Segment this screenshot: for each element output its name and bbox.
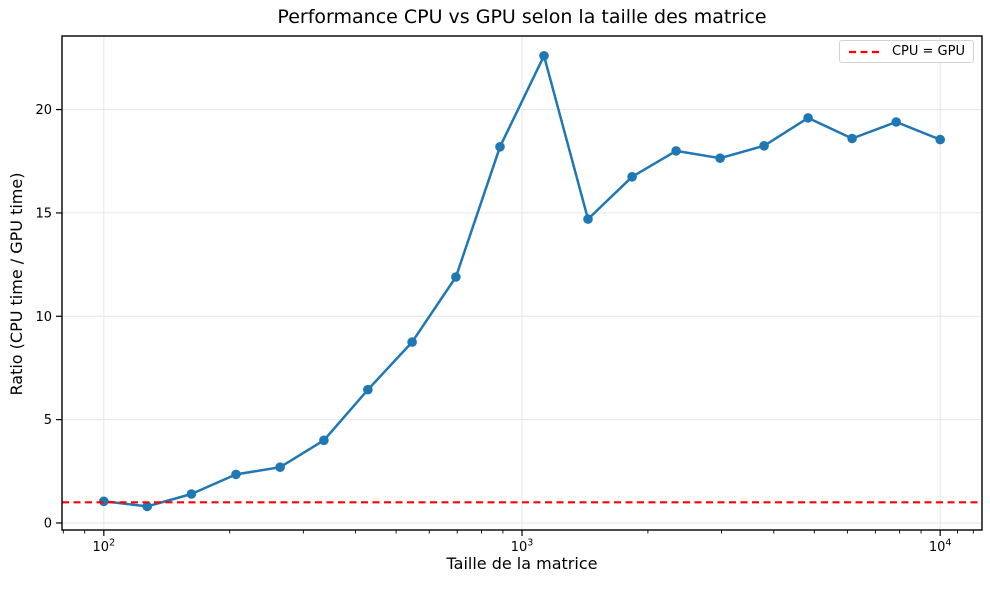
y-tick-label: 20 bbox=[35, 103, 52, 118]
data-point bbox=[891, 117, 901, 127]
data-point bbox=[627, 172, 637, 182]
data-point bbox=[495, 142, 505, 152]
legend-label: CPU = GPU bbox=[891, 44, 965, 59]
data-point bbox=[363, 384, 373, 395]
data-point bbox=[231, 469, 241, 480]
x-tick-label: 102 bbox=[93, 538, 116, 556]
data-point bbox=[319, 435, 329, 446]
data-point bbox=[715, 153, 725, 163]
data-point bbox=[275, 462, 285, 473]
data-point bbox=[935, 134, 945, 145]
x-tick-label: 104 bbox=[929, 538, 952, 556]
y-tick-label: 15 bbox=[35, 206, 52, 221]
data-point bbox=[847, 133, 857, 144]
y-tick-label: 5 bbox=[44, 413, 52, 428]
data-point bbox=[99, 496, 109, 507]
chart-title: Performance CPU vs GPU selon la taille d… bbox=[277, 6, 767, 28]
data-point bbox=[186, 489, 197, 499]
legend: CPU = GPU bbox=[838, 40, 974, 63]
data-point bbox=[142, 501, 152, 512]
data-line bbox=[102, 54, 942, 508]
y-tick-label: 10 bbox=[35, 310, 52, 325]
data-point bbox=[583, 214, 593, 224]
y-tick-label: 0 bbox=[44, 516, 52, 531]
data-point bbox=[539, 51, 549, 61]
data-point bbox=[803, 113, 813, 123]
data-point bbox=[407, 337, 417, 347]
x-axis-label: Taille de la matrice bbox=[446, 554, 598, 573]
x-tick-label: 103 bbox=[511, 538, 534, 556]
data-point bbox=[759, 141, 769, 151]
data-point bbox=[451, 272, 461, 282]
y-axis-label: Ratio (CPU time / GPU time) bbox=[7, 172, 26, 396]
data-point bbox=[671, 146, 681, 156]
legend-dash-icon bbox=[848, 50, 883, 53]
